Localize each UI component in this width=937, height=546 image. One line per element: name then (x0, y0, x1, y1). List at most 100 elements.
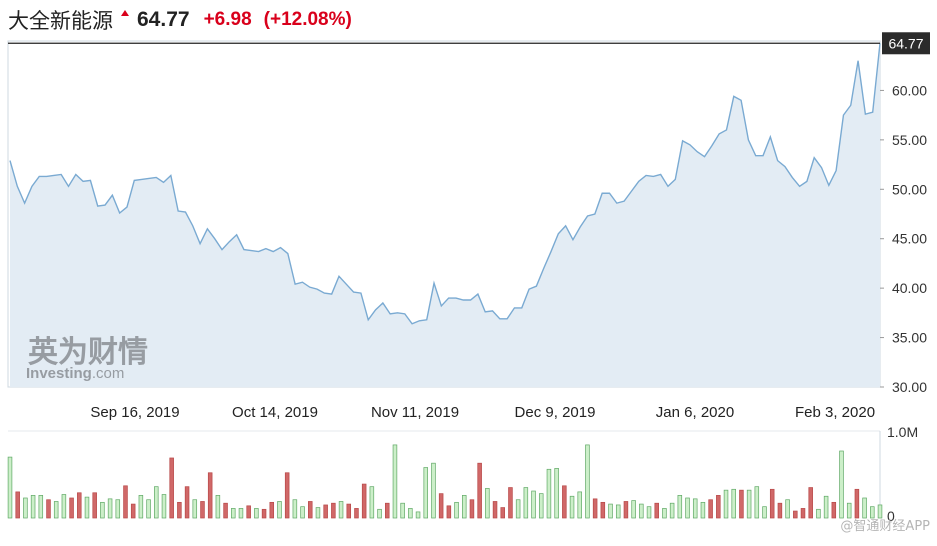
volume-axis: 1.0M 0 (887, 424, 918, 524)
volume-bar-up (146, 499, 151, 519)
volume-bar-down (716, 495, 721, 519)
date-tick-label: Feb 3, 2020 (795, 404, 875, 421)
volume-bar-down (92, 492, 97, 519)
investing-logo-cn: 英为财情 (28, 335, 148, 370)
volume-bar-up (631, 500, 636, 519)
volume-bar-up (277, 501, 282, 519)
volume-bar-down (123, 485, 128, 519)
volume-bar-up (231, 508, 236, 519)
volume-bar-up (238, 508, 244, 519)
volume-bar-down (469, 499, 475, 519)
volume-bar-down (508, 487, 513, 519)
price-tick-label: 30.00 (892, 379, 927, 395)
volume-bar-down (308, 501, 313, 519)
volume-bar-down (331, 502, 336, 519)
price-axis: 30.00 35.00 40.00 45.00 50.00 55.00 60.00 (880, 82, 927, 395)
volume-bar-down (354, 508, 359, 519)
volume-bar-down (477, 462, 482, 519)
investing-logo-word: Investing (26, 365, 92, 382)
source-watermark: @智通财经APP (840, 519, 930, 534)
volume-bar-up (608, 503, 613, 519)
volume-bar-up (785, 499, 790, 519)
volume-bar-down (623, 501, 629, 519)
volume-bar-down (77, 492, 82, 519)
volume-bar-down (592, 498, 598, 519)
investing-logo: 英为财情 Investing.com (26, 335, 148, 382)
price-tick-label: 40.00 (892, 280, 927, 296)
volume-bar-down (269, 501, 275, 519)
volume-bar-up (400, 502, 405, 519)
volume-bar-up (462, 495, 467, 519)
price-area (10, 43, 880, 388)
volume-bar-down (800, 508, 806, 519)
volume-bar-down (223, 502, 228, 519)
volume-bar-up (877, 504, 883, 519)
volume-bar-up (515, 499, 521, 519)
volume-bar-up (870, 506, 875, 519)
price-tick-label: 45.00 (892, 231, 927, 247)
volume-bar-up (731, 488, 736, 519)
volume-bar-up (523, 487, 529, 519)
volume-bar-up (677, 495, 683, 519)
volume-bar-down (246, 505, 251, 519)
volume-bar-up (107, 498, 113, 519)
volume-bars (7, 444, 883, 519)
last-price-marker: 64.77 (882, 32, 930, 55)
volume-bar-up (38, 495, 44, 519)
volume-bar-up (639, 503, 644, 519)
volume-bar-up (485, 488, 490, 519)
volume-bar-up (100, 501, 105, 519)
volume-bar-up (53, 501, 59, 519)
volume-bar-up (408, 508, 413, 519)
volume-bar-down (500, 507, 505, 519)
volume-tick-label: 0 (887, 508, 895, 524)
volume-bar-down (562, 485, 567, 519)
volume-bar-up (846, 502, 852, 519)
volume-bar-up (816, 508, 821, 519)
volume-bar-up (700, 501, 706, 519)
date-tick-label: Nov 11, 2019 (371, 404, 459, 421)
price-change: +6.98 (203, 9, 252, 30)
volume-bar-down (200, 501, 205, 519)
volume-bar-down (808, 487, 813, 519)
volume-bar-up (23, 497, 28, 519)
date-tick-label: Dec 9, 2019 (515, 404, 596, 421)
date-tick-label: Jan 6, 2020 (656, 404, 734, 421)
volume-bar-up (546, 468, 552, 519)
volume-bar-down (169, 457, 174, 519)
volume-bar-down (361, 483, 367, 519)
volume-bar-up (215, 495, 221, 519)
last-price-label: 64.77 (888, 35, 923, 51)
volume-bar-up (377, 508, 382, 519)
price-line (9, 43, 881, 325)
volume-bar-up (315, 507, 321, 519)
volume-bar-down (69, 497, 74, 519)
volume-bar-up (392, 444, 398, 519)
volume-bar-down (207, 472, 213, 519)
date-tick-label: Sep 16, 2019 (90, 404, 179, 421)
volume-bar-up (569, 495, 575, 519)
volume-bar-down (261, 508, 267, 519)
volume-bar-up (685, 497, 690, 519)
volume-bar-down (600, 501, 606, 519)
investing-logo-en: Investing.com (26, 365, 124, 382)
volume-bar-up (754, 486, 760, 519)
volume-bar-down (184, 486, 190, 519)
volume-bar-up (577, 491, 582, 519)
volume-bar-up (862, 497, 867, 519)
last-price-box (882, 32, 930, 55)
volume-bar-up (615, 504, 621, 519)
volume-bar-up (454, 501, 459, 519)
volume-bar-up (300, 506, 305, 519)
volume-bar-up (292, 499, 298, 519)
volume-bar-up (646, 506, 652, 519)
volume-bar-up (415, 511, 421, 519)
volume-bar-down (854, 488, 860, 519)
volume-bar-down (130, 503, 136, 519)
volume-bar-down (769, 488, 775, 519)
volume-bar-up (61, 494, 67, 519)
volume-bar-down (438, 493, 444, 519)
volume-bar-up (662, 508, 667, 519)
volume-bar-down (793, 510, 798, 519)
